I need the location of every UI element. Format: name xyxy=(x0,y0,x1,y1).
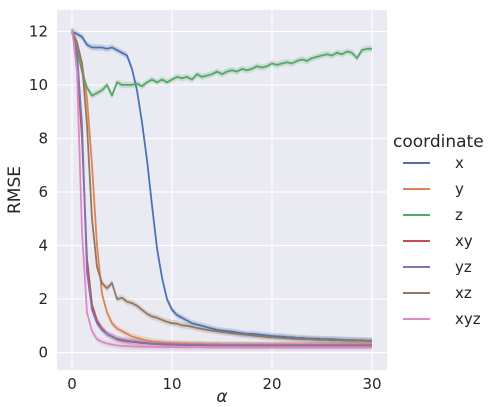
y-tick-label: 8 xyxy=(38,129,48,147)
line-xz xyxy=(71,31,372,342)
x-tick-labels: 0 10 20 30 xyxy=(67,375,381,393)
y-tick-labels: 0 2 4 6 8 10 12 xyxy=(29,22,48,361)
legend-label-yz: yz xyxy=(455,258,472,276)
x-tick-label: 30 xyxy=(362,375,381,393)
legend-label-xyz: xyz xyxy=(455,310,481,328)
band-z xyxy=(72,28,372,99)
y-tick-label: 6 xyxy=(38,183,48,201)
y-tick-label: 2 xyxy=(38,290,48,308)
line-xyz xyxy=(71,28,372,349)
y-tick-label: 0 xyxy=(38,344,48,362)
legend-label-z: z xyxy=(455,206,463,224)
legend-label-xy: xy xyxy=(455,232,473,250)
y-axis-label: RMSE xyxy=(5,166,25,214)
x-tick-label: 10 xyxy=(162,375,181,393)
legend-label-x: x xyxy=(455,154,464,172)
x-axis-label: α xyxy=(216,387,227,407)
x-tick-label: 0 xyxy=(67,375,77,393)
y-tick-label: 10 xyxy=(29,76,48,94)
legend-title: coordinate xyxy=(393,132,484,152)
legend-label-y: y xyxy=(455,180,464,198)
y-tick-label: 4 xyxy=(38,237,48,255)
y-tick-label: 12 xyxy=(29,22,48,40)
plot-background xyxy=(57,10,387,370)
series-lines xyxy=(71,28,372,349)
grid xyxy=(57,10,387,370)
line-z xyxy=(71,31,372,97)
line-yz xyxy=(71,31,372,347)
x-tick-label: 20 xyxy=(262,375,281,393)
confidence-bands xyxy=(72,25,372,351)
legend-label-xz: xz xyxy=(455,284,472,302)
